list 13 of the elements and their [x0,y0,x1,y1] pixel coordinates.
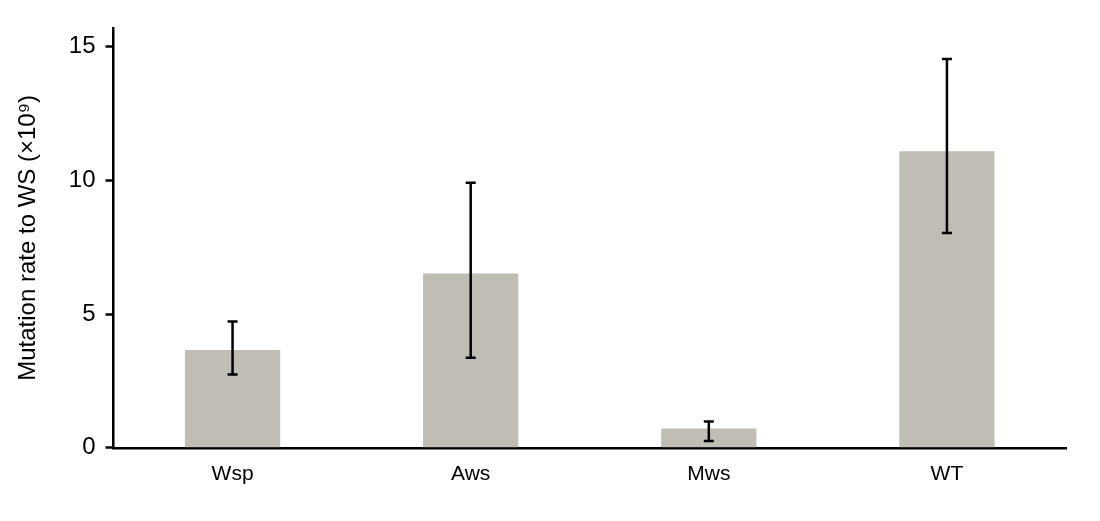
y-tick-label: 10 [68,165,96,193]
bar [899,151,995,448]
x-tick-label: Mws [687,461,731,485]
y-tick-label: 5 [82,298,96,326]
x-tick-label: Aws [451,461,491,485]
y-tick-label: 15 [68,31,96,59]
x-tick-label: Wsp [211,461,254,485]
bar [184,349,281,448]
bar [661,428,757,448]
y-axis-title: Mutation rate to WS (×10⁹) [13,95,41,381]
x-tick-label: WT [930,461,964,485]
y-tick-label: 0 [82,432,96,460]
bar [423,273,519,448]
